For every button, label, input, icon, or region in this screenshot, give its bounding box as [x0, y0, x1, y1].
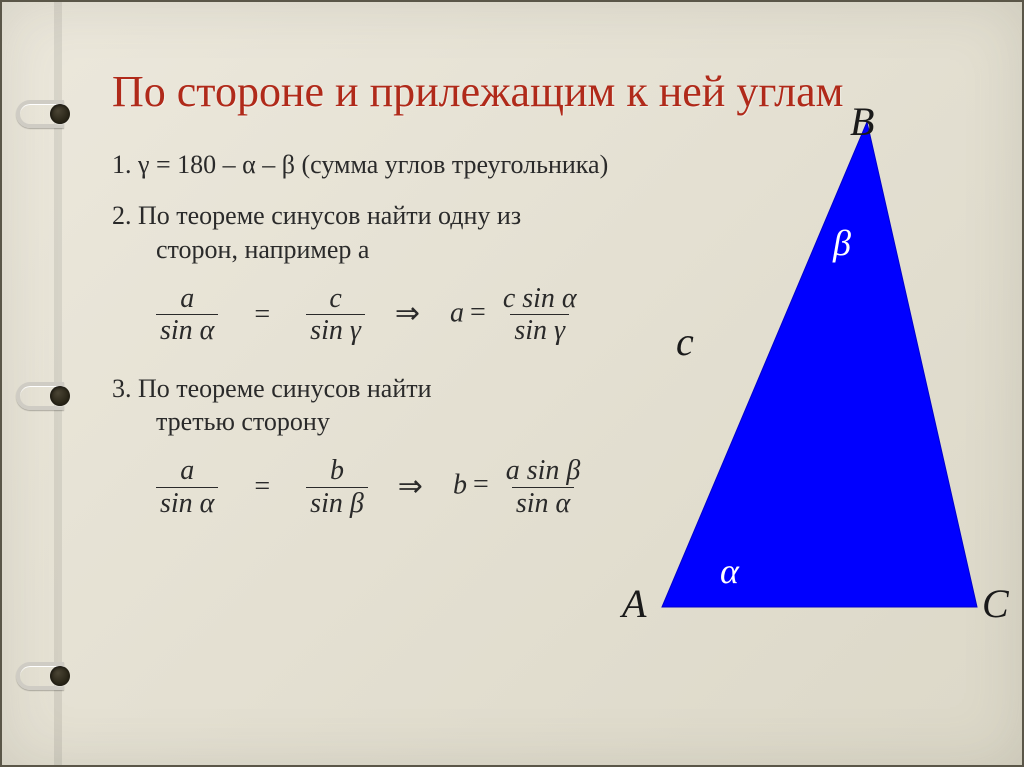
ring-1 [36, 90, 84, 138]
f3-lhs-left: a sin α [156, 456, 218, 518]
step-3-line-2: третью сторону [112, 405, 672, 438]
formula-2: a sin α = c sin γ ⇒ a= c sin α sin γ [112, 284, 672, 346]
imply-icon: ⇒ [398, 468, 423, 506]
triangle-svg [602, 112, 1002, 672]
ring-3 [36, 652, 84, 700]
angle-label-alpha: α [720, 550, 739, 592]
step-3: 3. По теореме синусов найти третью сторо… [112, 372, 672, 439]
step-2-line-1: 2. По теореме синусов найти одну из [112, 199, 672, 232]
f3-result: b= a sin β sin α [453, 456, 584, 518]
slide-title: По стороне и прилежащим к ней углам [112, 66, 844, 117]
f2-result: a= c sin α sin γ [450, 284, 581, 346]
imply-icon: ⇒ [395, 295, 420, 333]
equals-icon: = [254, 469, 270, 505]
vertex-label-C: C [982, 580, 1009, 627]
content-body: 1. γ = 180 – α – β (сумма углов треуголь… [112, 148, 672, 544]
step-2: 2. По теореме синусов найти одну из стор… [112, 199, 672, 266]
slide-background: По стороне и прилежащим к ней углам 1. γ… [0, 0, 1024, 767]
formula-3: a sin α = b sin β ⇒ b= a sin β sin α [112, 456, 672, 518]
step-3-line-1: 3. По теореме синусов найти [112, 372, 672, 405]
vertex-label-A: A [622, 580, 646, 627]
step-1: 1. γ = 180 – α – β (сумма углов треуголь… [112, 148, 672, 181]
triangle-figure: B A C c β α [602, 112, 1002, 672]
f2-lhs-left: a sin α [156, 284, 218, 346]
f2-lhs-right: c sin γ [306, 284, 365, 346]
side-label-c: c [676, 318, 694, 365]
ring-2 [36, 372, 84, 420]
f3-lhs-right: b sin β [306, 456, 368, 518]
equals-icon: = [254, 297, 270, 333]
vertex-label-B: B [850, 98, 874, 145]
step-2-line-2: сторон, например a [112, 233, 672, 266]
angle-label-beta: β [833, 222, 851, 264]
